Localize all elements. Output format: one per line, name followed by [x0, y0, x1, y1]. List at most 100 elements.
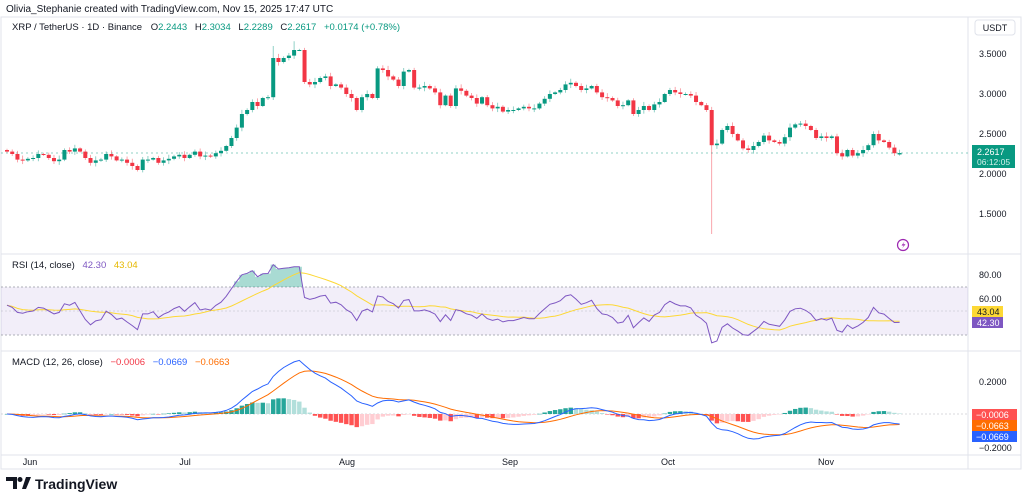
candle-body [359, 97, 364, 110]
macd-hist-bar-2025-08-02 [349, 414, 354, 426]
candle-2025-08-08 [380, 65, 385, 73]
macd-hist-bar-2025-07-31 [338, 414, 344, 423]
candle-2025-10-21 [767, 132, 772, 144]
macd-hist-bar-2025-10-26 [793, 408, 798, 414]
macd-hist-bar-2025-08-11 [396, 414, 401, 417]
macd-hist-bar-2025-09-26 [636, 414, 641, 419]
macd-hist-bar-2025-08-26 [474, 414, 479, 419]
symbol-label[interactable]: XRP / TetherUS · 1D · Binance [12, 22, 142, 33]
candle-body [500, 106, 505, 112]
macd-hist-bar-2025-06-28 [166, 413, 172, 414]
candle-2025-07-27 [318, 76, 323, 84]
candle-2025-09-04 [521, 104, 526, 111]
candle-2025-08-30 [495, 102, 500, 113]
candle-2025-11-13 [887, 139, 892, 150]
candles [5, 41, 902, 234]
candle-2025-06-23 [140, 156, 145, 173]
candle-body [850, 150, 855, 156]
candle-body [730, 126, 735, 134]
macd-hist-bar-2025-09-24 [625, 414, 631, 417]
tradingview-logo[interactable]: TradingView [6, 476, 117, 492]
candle-2025-08-11 [396, 76, 401, 89]
candle-body [135, 166, 140, 170]
candle-2025-11-08 [861, 145, 866, 157]
candle-2025-09-20 [605, 93, 610, 102]
chart-frame [0, 16, 1022, 470]
candle-body [250, 102, 255, 110]
macd-legend-value: −0.0669 [153, 357, 188, 368]
candle-body [824, 136, 829, 138]
candle-body [871, 134, 876, 146]
high-value: 2.3034 [202, 22, 231, 33]
candle-2025-10-01 [662, 92, 667, 104]
candle-body [380, 68, 385, 70]
macd-hist-bar-2025-09-11 [558, 409, 563, 414]
candle-2025-10-23 [777, 139, 782, 146]
rsi-ma-line [6, 272, 900, 331]
macd-hist-bar-2025-09-03 [516, 414, 521, 417]
candle-2025-05-29 [10, 149, 15, 156]
candle-body [600, 92, 605, 98]
macd-hist-bar-2025-09-05 [526, 414, 532, 416]
candle-2025-08-15 [417, 84, 422, 91]
candle-body [866, 145, 871, 150]
candle-body [83, 151, 88, 158]
macd-legend: MACD (12, 26, close) −0.0006 −0.0669 −0.… [12, 357, 230, 368]
candle-body [198, 151, 203, 157]
macd-hist-bar-2025-10-31 [819, 410, 824, 414]
candle-body [798, 123, 803, 125]
candle-2025-09-25 [631, 98, 636, 116]
candle-body [793, 124, 798, 128]
candle-2025-09-02 [511, 106, 516, 114]
candle-2025-07-02 [187, 153, 192, 160]
rsi-title[interactable]: RSI (14, close) [12, 260, 75, 271]
macd-hist-bar-2025-10-01 [662, 413, 667, 415]
macd-hist-bar-2025-09-13 [568, 407, 573, 414]
price-tick: 1.5000 [979, 209, 1007, 219]
candle-body [276, 58, 281, 62]
candle-body [474, 98, 479, 104]
macd-hist-bar-2025-11-07 [855, 414, 861, 417]
macd-hist-bar-2025-06-11 [77, 412, 83, 414]
alert-lightning-icon[interactable] [896, 238, 910, 252]
candle-body [213, 153, 218, 157]
candle-body [182, 154, 187, 158]
macd-hist-bar-2025-06-07 [57, 414, 62, 416]
macd-hist-bar-2025-06-06 [51, 414, 57, 416]
candle-body [433, 88, 438, 93]
open-label: O [151, 22, 158, 33]
macd-badge [972, 431, 1017, 442]
macd-hist-badge-value: −0.0006 [976, 410, 1009, 420]
candle-2025-10-05 [683, 92, 688, 96]
candle-2025-10-18 [751, 141, 756, 154]
candle-2025-07-11 [234, 124, 239, 141]
macd-hist-bar-2025-09-14 [573, 408, 579, 414]
currency-label: USDT [983, 23, 1008, 33]
macd-hist-bar-2025-06-30 [177, 412, 182, 414]
candle-2025-10-13 [725, 123, 730, 133]
macd-title[interactable]: MACD (12, 26, close) [12, 357, 103, 368]
candle-2025-08-18 [433, 85, 438, 95]
currency-button[interactable] [974, 19, 1016, 36]
rsi-legend-value: 42.30 [82, 260, 106, 271]
candle-body [720, 130, 725, 144]
candle-body [365, 94, 370, 98]
macd-hist-bar-2025-07-23 [297, 401, 302, 414]
candle-2025-11-14 [892, 144, 897, 157]
candle-body [589, 86, 594, 89]
candle-2025-07-14 [250, 99, 255, 113]
candle-2025-05-31 [20, 155, 25, 165]
macd-hist-bar-2025-06-23 [140, 414, 145, 416]
candle-body [31, 158, 36, 159]
macd-hist-bar-2025-11-05 [845, 414, 850, 417]
candle-2025-06-01 [25, 157, 30, 162]
candle-2025-10-20 [761, 132, 766, 145]
candle-body [72, 148, 77, 152]
candle-2025-06-10 [72, 144, 77, 155]
macd-hist-bar-2025-10-20 [761, 414, 767, 417]
candle-body [307, 82, 312, 85]
candle-body [694, 95, 699, 102]
candle-body [568, 82, 573, 85]
macd-hist-bar-2025-11-15 [897, 413, 902, 414]
